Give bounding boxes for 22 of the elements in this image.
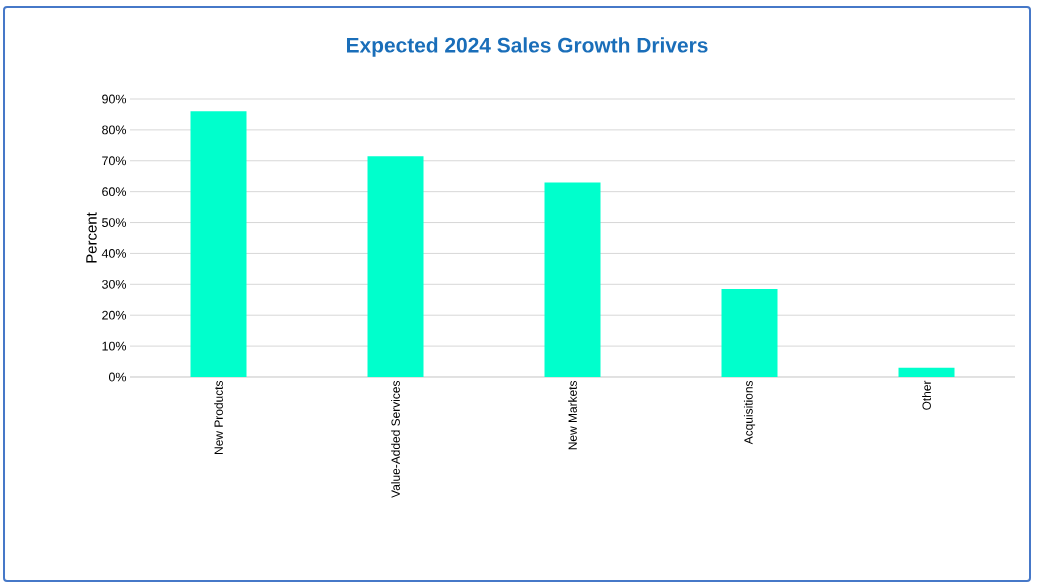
y-tick-label: 60%	[102, 187, 127, 197]
bar	[190, 111, 247, 377]
y-tick-label: 0%	[108, 372, 127, 382]
y-tick-label: 50%	[102, 218, 127, 227]
y-tick-label: 10%	[102, 341, 127, 351]
y-tick-label: 30%	[102, 279, 127, 289]
y-tick-label: 70%	[102, 156, 127, 166]
bar	[544, 182, 601, 377]
y-axis-title: Percent	[86, 212, 97, 263]
x-tick-label: Other	[922, 380, 931, 410]
bar	[898, 367, 955, 377]
y-tick-label: 40%	[101, 249, 127, 258]
x-tick-label: Acquisitions	[743, 380, 756, 445]
bar	[367, 156, 424, 377]
x-tick-label: New Products	[214, 380, 223, 454]
x-tick-label: New Markets	[568, 380, 577, 450]
y-tick-label: 90%	[102, 94, 127, 104]
x-tick-label: Value-Added Services	[391, 380, 400, 498]
y-tick-label: 80%	[102, 125, 127, 135]
y-tick-label: 20%	[102, 310, 127, 320]
chart-title: Expected 2024 Sales Growth Drivers	[347, 37, 708, 57]
bar	[721, 288, 778, 377]
